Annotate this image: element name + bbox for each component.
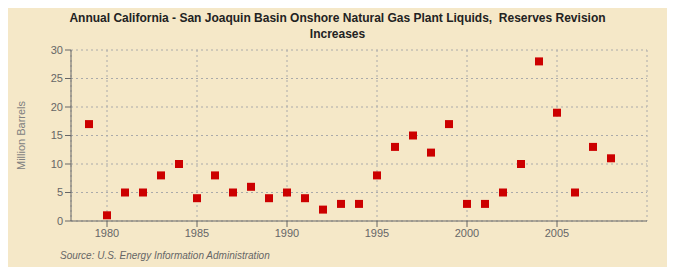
html-text:Source: U.S. Energy Informatio: Source: U.S. Energy Information Administ…: [60, 250, 270, 261]
svg-text:5: 5: [57, 186, 63, 198]
svg-text:20: 20: [51, 101, 63, 113]
html-text:Increases: Increases: [309, 27, 366, 41]
svg-text:25: 25: [51, 72, 63, 84]
svg-text:0: 0: [57, 215, 63, 227]
html-text:Annual California - San Joaqui: Annual California - San Joaquin Basin On…: [69, 11, 606, 25]
svg-text:Million Barrels: Million Barrels: [15, 100, 27, 170]
svg-text:2005: 2005: [545, 227, 569, 239]
svg-text:15: 15: [51, 129, 63, 141]
svg-text:1995: 1995: [365, 227, 389, 239]
svg-text:2000: 2000: [455, 227, 479, 239]
svg-text:1980: 1980: [95, 227, 119, 239]
svg-text:30: 30: [51, 44, 63, 56]
svg-text:1990: 1990: [275, 227, 299, 239]
svg-text:10: 10: [51, 158, 63, 170]
svg-text:1985: 1985: [185, 227, 209, 239]
